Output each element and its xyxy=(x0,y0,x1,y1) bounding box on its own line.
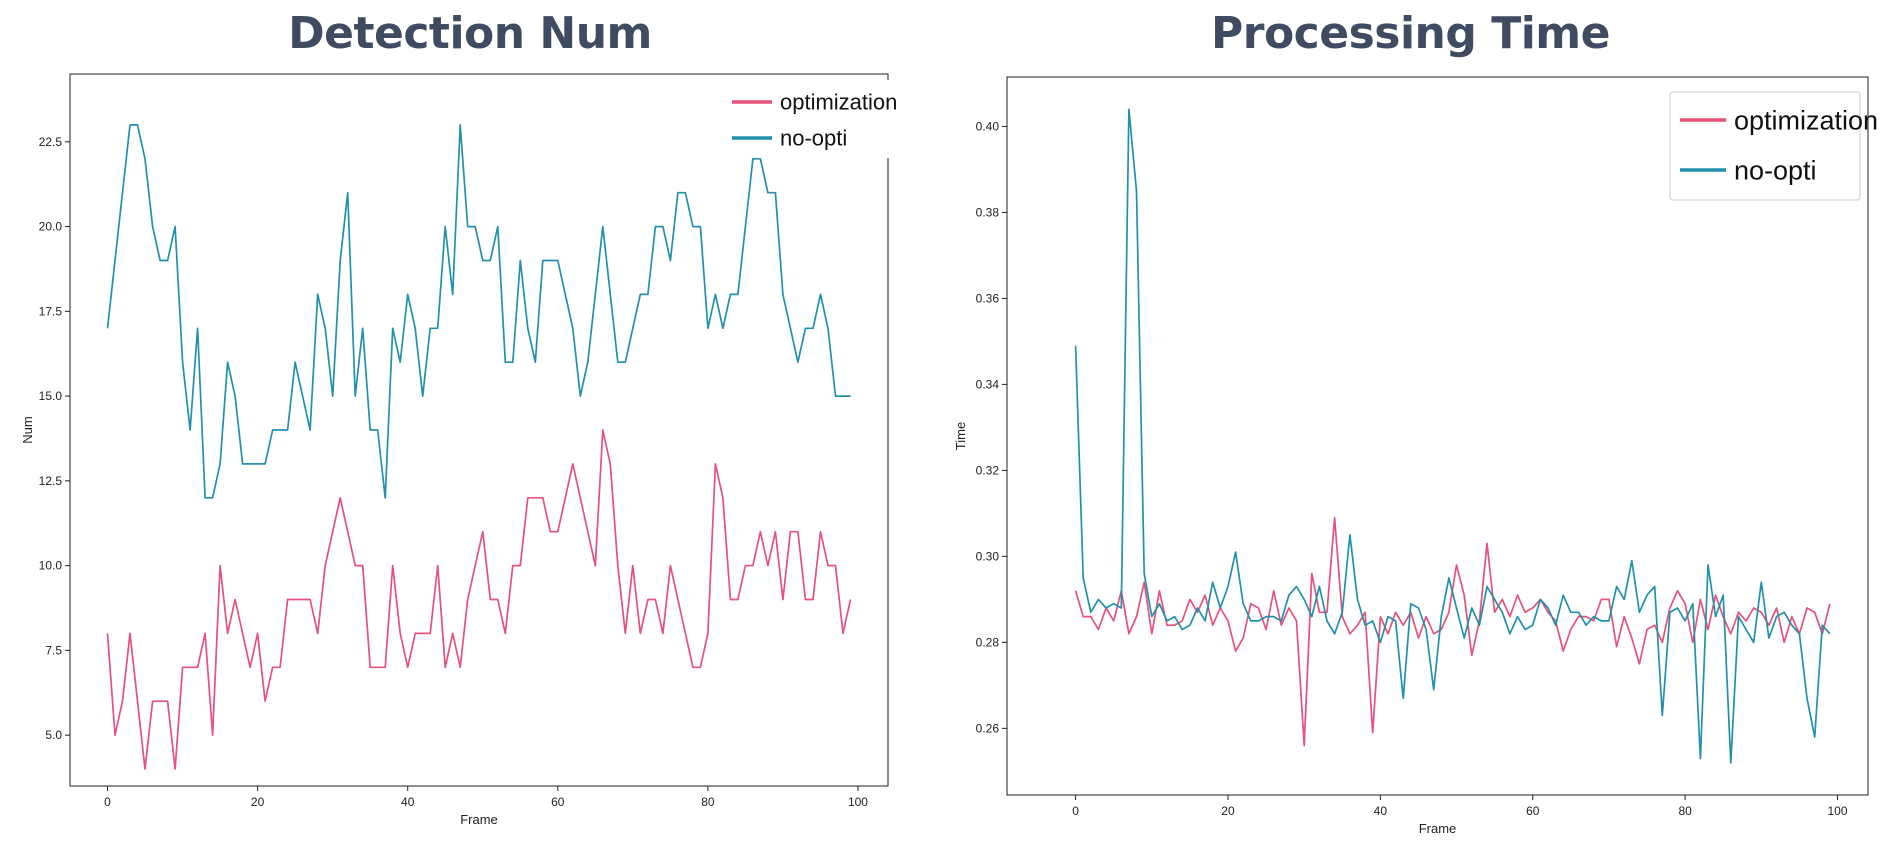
x-axis-label: Frame xyxy=(1419,821,1457,836)
processing-time-chart: 0 20 40 60 80 100 0.26 0.28 0.30 0.32 0.34 0.36 0.38… xyxy=(953,76,1878,836)
chart-title: Processing Time xyxy=(1211,8,1610,59)
x-tick-label: 80 xyxy=(701,795,715,809)
x-tick-label: 20 xyxy=(1221,804,1235,818)
y-tick-label: 5.0 xyxy=(45,728,62,742)
x-tick-label: 80 xyxy=(1678,804,1692,818)
y-tick-label: 0.40 xyxy=(976,119,1000,133)
y-tick-label: 7.5 xyxy=(45,643,62,657)
chart-title: Detection Num xyxy=(288,8,652,59)
y-tick-label: 17.5 xyxy=(39,304,63,318)
y-tick-label: 20.0 xyxy=(39,220,63,234)
legend-label-optimization: optimization xyxy=(780,90,897,115)
y-tick-label: 0.30 xyxy=(976,549,1000,563)
plot-frame xyxy=(69,73,889,787)
y-axis-label: Time xyxy=(953,422,968,450)
x-tick-label: 60 xyxy=(551,795,565,809)
y-tick-label: 0.36 xyxy=(976,291,1000,305)
legend-label-optimization: optimization xyxy=(1734,105,1878,135)
detection-num-chart: 0 20 40 60 80 100 5.0 7.5 10.0 12.5 15.0 17.5 20.0 22… xyxy=(20,73,907,827)
legend: optimization no-opti xyxy=(722,80,907,158)
plot-frame xyxy=(1006,76,1869,796)
y-tick-label: 22.5 xyxy=(39,135,63,149)
series-line-no-opti xyxy=(106,124,851,499)
y-tick-label: 10.0 xyxy=(39,559,63,573)
x-axis-label: Frame xyxy=(460,812,498,827)
y-tick-label: 0.32 xyxy=(976,463,1000,477)
x-tick-label: 40 xyxy=(1374,804,1388,818)
series-line-optimization xyxy=(1074,516,1831,747)
y-tick-label: 0.26 xyxy=(976,721,1000,735)
x-tick-label: 20 xyxy=(251,795,265,809)
x-tick-label: 40 xyxy=(401,795,415,809)
y-tick-label: 0.38 xyxy=(976,205,1000,219)
legend-label-no-opti: no-opti xyxy=(780,126,847,151)
y-axis-label: Num xyxy=(20,416,35,443)
x-tick-label: 100 xyxy=(848,795,868,809)
legend-label-no-opti: no-opti xyxy=(1734,155,1817,185)
series-line-no-opti xyxy=(1074,108,1831,764)
y-tick-label: 0.34 xyxy=(976,377,1000,391)
y-tick-label: 12.5 xyxy=(39,474,63,488)
y-tick-label: 0.28 xyxy=(976,635,1000,649)
x-tick-label: 0 xyxy=(104,795,111,809)
x-tick-label: 0 xyxy=(1072,804,1079,818)
series-line-optimization xyxy=(106,429,852,770)
legend: optimization no-opti xyxy=(1669,91,1878,201)
detection-num-panel: Detection Num 0 20 40 60 80 100 5.0 7.5 10.0 12.5… xyxy=(0,0,940,862)
x-tick-label: 60 xyxy=(1526,804,1540,818)
processing-time-panel: Processing Time 0 20 40 60 80 100 0.26 0.28 0.30… xyxy=(940,0,1881,862)
x-tick-label: 100 xyxy=(1828,804,1848,818)
y-tick-label: 15.0 xyxy=(39,389,63,403)
